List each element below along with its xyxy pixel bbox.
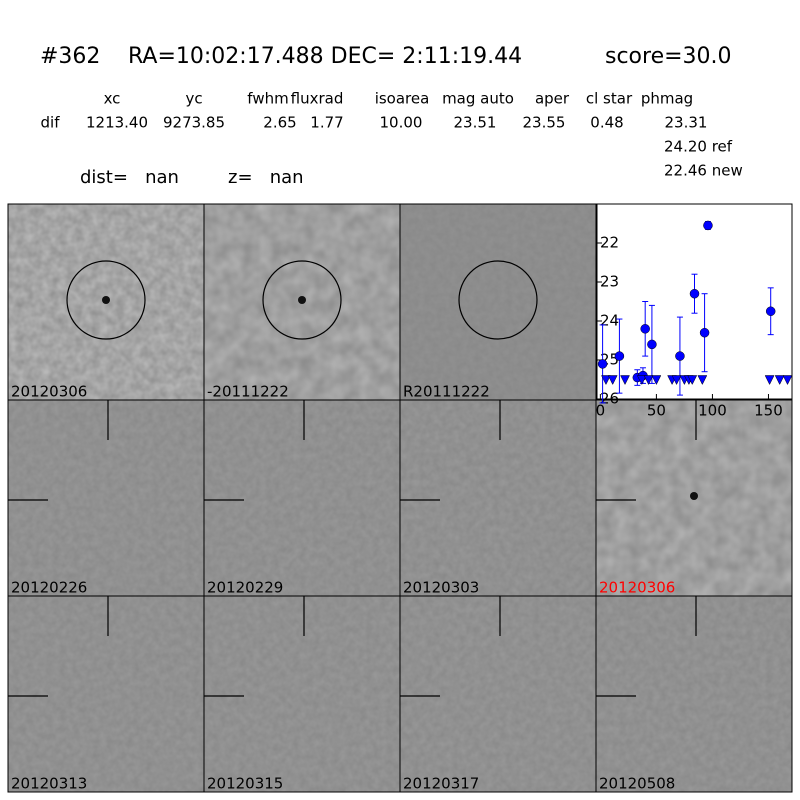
column-header: yc xyxy=(185,90,202,108)
stamp-noise xyxy=(400,204,596,400)
stamps: 20120306 -20111222 R20111222 20120226 201202… xyxy=(7,203,793,793)
table-cell: 10.00 xyxy=(380,114,423,132)
upper-limit xyxy=(671,375,682,386)
point xyxy=(614,351,625,361)
x-tick-label: 50 xyxy=(647,402,666,420)
score: score=30.0 xyxy=(605,44,732,69)
mag-note: 24.20 ref xyxy=(664,138,733,156)
stamp-label: 20120313 xyxy=(11,775,87,793)
column-header: aper xyxy=(535,90,570,108)
table-cell: 23.31 xyxy=(665,114,708,132)
stamp-noise xyxy=(596,596,792,792)
stamp-noise xyxy=(400,400,596,596)
column-header: isoarea xyxy=(375,90,430,108)
y-tick-label: 22 xyxy=(600,234,619,252)
upper-limit xyxy=(620,375,630,386)
column-header: phmag xyxy=(641,90,693,108)
point xyxy=(689,288,700,299)
aperture xyxy=(66,260,146,340)
redshift: z= nan xyxy=(228,167,304,188)
aperture xyxy=(262,260,342,340)
table-cell: 9273.85 xyxy=(163,114,225,132)
column-header: fwhm xyxy=(247,90,288,108)
table-cell: 2.65 xyxy=(263,114,296,132)
aperture xyxy=(458,260,538,340)
stamp-noise xyxy=(204,400,400,596)
column-header: mag auto xyxy=(442,90,514,108)
stamp-label: 20120317 xyxy=(403,775,479,793)
stamp-label: 20120303 xyxy=(403,579,479,597)
table-cell: 23.55 xyxy=(523,114,566,132)
stamp-label: 20120508 xyxy=(599,775,675,793)
table-cell: dif xyxy=(41,114,61,132)
distance: dist= nan xyxy=(80,167,179,188)
upper-limit xyxy=(687,375,698,386)
column-header: xc xyxy=(104,90,121,108)
stamp-label: 20120306 xyxy=(11,383,87,401)
stamp-noise xyxy=(8,596,204,792)
upper-limit xyxy=(651,375,662,386)
source xyxy=(690,492,698,500)
stamp-label: 20120315 xyxy=(207,775,283,793)
stamp-label: 20120306 xyxy=(599,579,675,597)
upper-limit xyxy=(697,375,708,386)
table: xc yc fwhm fluxrad isoarea mag auto aper cl sta… xyxy=(41,90,743,180)
stamp-frame xyxy=(595,595,793,793)
source xyxy=(298,296,306,304)
table-cell: 0.48 xyxy=(590,114,623,132)
stamp-label: 20120229 xyxy=(207,579,283,597)
x-tick-label: 150 xyxy=(754,402,783,420)
point xyxy=(703,220,713,231)
point xyxy=(765,306,776,316)
x-tick-label: 100 xyxy=(698,402,727,420)
stamp-noise xyxy=(8,400,204,596)
stamp-noise xyxy=(400,596,596,792)
table-cell: 23.51 xyxy=(454,114,497,132)
mag-note: 22.46 new xyxy=(664,162,743,180)
x-tick-label: 0 xyxy=(596,402,606,420)
upper-limit xyxy=(782,375,793,386)
upper-limit xyxy=(601,375,611,386)
upper-limit xyxy=(607,375,618,386)
point xyxy=(597,359,608,369)
stamp-noise xyxy=(204,596,400,792)
y-tick-label: 23 xyxy=(600,273,619,291)
source xyxy=(102,296,110,304)
stamp-label: 20120226 xyxy=(11,579,87,597)
coordinates: RA=10:02:17.488 DEC= 2:11:19.44 xyxy=(128,44,522,69)
upper-limit xyxy=(774,375,785,386)
table-cell: 1213.40 xyxy=(86,114,148,132)
point xyxy=(675,351,685,361)
point xyxy=(647,339,657,350)
stamp-label: R20111222 xyxy=(403,383,490,401)
point xyxy=(699,327,710,338)
stamp-label: -20111222 xyxy=(207,383,289,401)
upper-limit xyxy=(636,375,647,386)
upper-limit xyxy=(643,375,654,386)
candidate-id: #362 xyxy=(40,44,100,69)
column-header: fluxrad xyxy=(291,90,344,108)
point xyxy=(640,324,650,334)
table-cell: 1.77 xyxy=(310,114,343,132)
column-header: cl star xyxy=(586,90,633,108)
upper-limit xyxy=(764,375,775,386)
